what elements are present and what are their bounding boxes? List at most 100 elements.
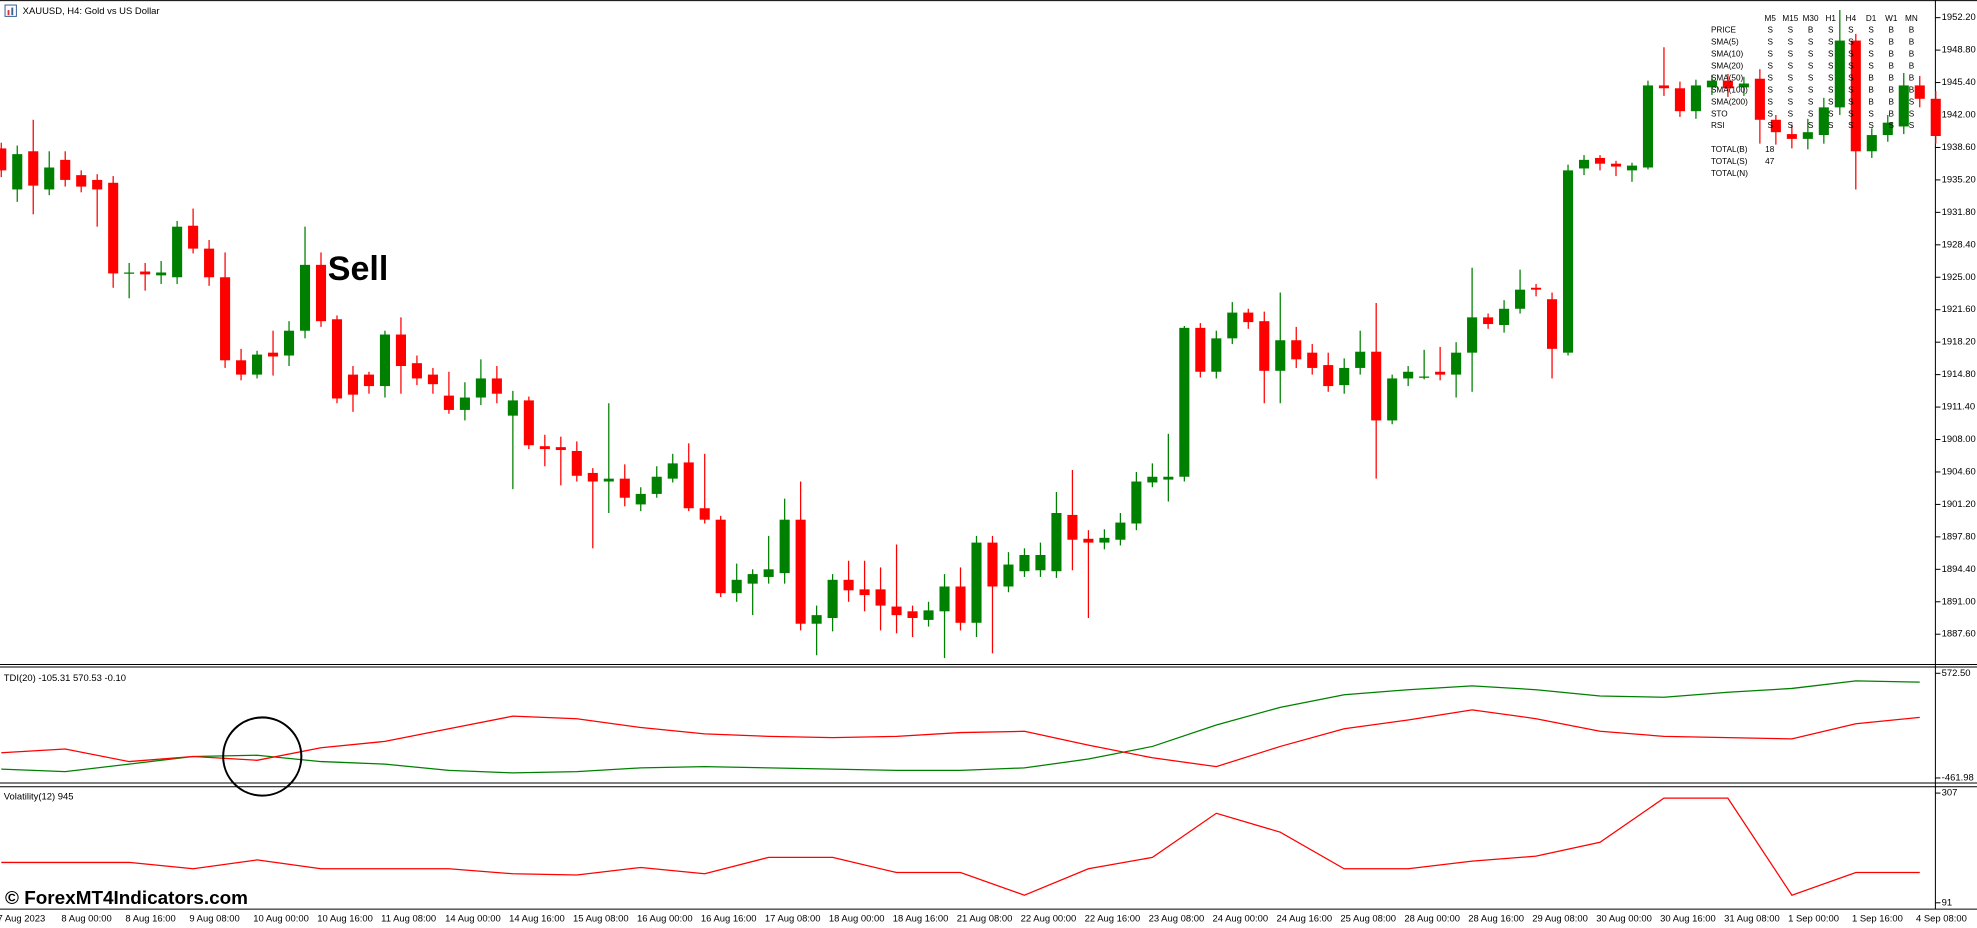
signal-value: S	[1767, 73, 1773, 82]
signal-value: S	[1828, 49, 1834, 58]
candle-body	[1323, 365, 1334, 387]
time-label: 1 Sep 00:00	[1788, 914, 1839, 925]
time-label: 18 Aug 00:00	[829, 914, 885, 925]
signal-value: S	[1828, 109, 1834, 118]
signal-value: S	[1808, 37, 1814, 46]
signal-value: B	[1889, 97, 1895, 106]
watermark: © ForexMT4Indicators.com	[5, 888, 248, 909]
candle-body	[204, 248, 215, 278]
candle-body	[603, 478, 614, 482]
time-label: 30 Aug 16:00	[1660, 914, 1716, 925]
signal-value: S	[1828, 73, 1834, 82]
candle-body	[347, 374, 359, 395]
signal-value: S	[1868, 49, 1874, 58]
candle-body	[236, 360, 247, 375]
signal-value: B	[1909, 37, 1915, 46]
candle-body	[939, 586, 950, 612]
candle-body	[843, 579, 854, 591]
time-label: 14 Aug 00:00	[445, 914, 501, 925]
candle-body	[1195, 327, 1206, 372]
signal-value: S	[1788, 49, 1794, 58]
y-tick-label: 1942.00	[1942, 110, 1976, 121]
y-tick-label: 1918.20	[1942, 337, 1976, 348]
candle-body	[763, 569, 774, 577]
candle-body	[1658, 85, 1670, 89]
signal-row-label: SMA(20)	[1711, 61, 1744, 70]
signal-value: S	[1909, 121, 1915, 130]
signal-column-header: M5	[1765, 14, 1777, 23]
candle-body	[12, 154, 23, 190]
signal-column-header: M30	[1803, 14, 1819, 23]
candle-body	[1515, 289, 1526, 309]
signal-value: B	[1889, 25, 1895, 34]
y-tick-label: 1887.60	[1942, 629, 1976, 640]
candle-body	[1594, 157, 1606, 164]
signal-value: S	[1767, 49, 1773, 58]
signal-value: S	[1828, 85, 1834, 94]
candle-body	[1722, 80, 1733, 89]
chart-header: XAUUSD, H4: Gold vs US Dollar	[23, 6, 160, 17]
y-tick-label: 1901.20	[1942, 499, 1976, 510]
signal-value: S	[1868, 61, 1874, 70]
candle-body	[1578, 159, 1590, 169]
signal-value: S	[1828, 121, 1834, 130]
candle-body	[140, 271, 151, 275]
candle-body	[731, 579, 742, 594]
signal-value: S	[1767, 97, 1773, 106]
y-tick-label: -461.98	[1942, 772, 1974, 783]
candle-body	[1770, 119, 1781, 133]
candle-body	[1818, 107, 1829, 136]
signal-row-label: SMA(10)	[1711, 49, 1744, 58]
signal-value: S	[1848, 109, 1854, 118]
signal-value: S	[1767, 121, 1773, 130]
time-label: 1 Sep 16:00	[1852, 914, 1903, 925]
symbol-icon	[4, 4, 17, 17]
candle-body	[507, 400, 518, 416]
signal-value: S	[1868, 109, 1874, 118]
candle-body	[1163, 476, 1174, 480]
signal-value: S	[1788, 25, 1794, 34]
signal-value: B	[1909, 85, 1915, 94]
signal-column-header: D1	[1866, 14, 1877, 23]
sell-annotation: Sell	[328, 250, 389, 288]
y-tick-label: 1894.40	[1942, 564, 1976, 575]
y-tick-label: 572.50	[1942, 668, 1971, 679]
time-label: 24 Aug 16:00	[1276, 914, 1332, 925]
candle-body	[539, 446, 550, 450]
candle-body	[188, 225, 199, 249]
signal-column-header: M15	[1782, 14, 1798, 23]
time-label: 17 Aug 08:00	[765, 914, 821, 925]
candle-body	[283, 330, 295, 356]
candle-body	[1786, 134, 1797, 139]
candle-body	[1259, 321, 1270, 371]
candle-body	[1802, 132, 1813, 139]
signal-column-header: MN	[1905, 14, 1918, 23]
total-value: 18	[1765, 145, 1775, 154]
candle-body	[299, 264, 311, 331]
candle-body	[44, 167, 55, 190]
candle-body	[1115, 522, 1126, 540]
signal-value: S	[1828, 37, 1834, 46]
candle-body	[1131, 481, 1142, 524]
signal-value: S	[1848, 73, 1854, 82]
candle-body	[60, 159, 71, 180]
candle-body	[1866, 135, 1877, 152]
indicator-line	[1, 709, 1920, 768]
y-tick-label: 1952.20	[1942, 12, 1976, 23]
signal-value: S	[1788, 85, 1794, 94]
signal-value: S	[1788, 97, 1794, 106]
candle-body	[220, 277, 231, 361]
time-label: 22 Aug 16:00	[1085, 914, 1141, 925]
y-tick-label: 1904.60	[1942, 466, 1976, 477]
candle-body	[1387, 378, 1398, 421]
candle-body	[1547, 299, 1558, 349]
time-label: 28 Aug 16:00	[1468, 914, 1524, 925]
candle-body	[411, 363, 422, 379]
candle-body	[923, 610, 934, 620]
candle-body	[172, 226, 183, 278]
y-tick-label: 1935.20	[1942, 174, 1976, 185]
signal-value: S	[1808, 61, 1814, 70]
total-value: 47	[1765, 157, 1775, 166]
signal-value: B	[1808, 25, 1814, 34]
